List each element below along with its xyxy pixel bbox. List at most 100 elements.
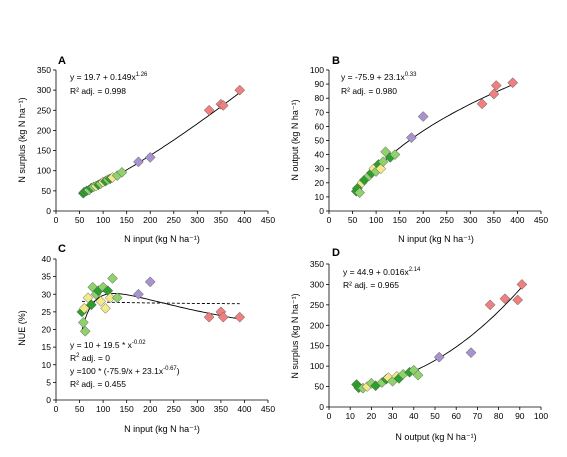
y-tick-label: 40 <box>315 150 325 160</box>
y-tick-label: 20 <box>315 178 325 188</box>
panel-d-points <box>351 279 528 394</box>
y-tick-label: 5 <box>46 377 51 387</box>
panel-a-letter: A <box>58 55 66 67</box>
y-tick-label: 80 <box>315 93 325 103</box>
y-tick-label: 0 <box>46 395 51 405</box>
data-point <box>203 104 215 116</box>
x-tick-label: 30 <box>388 411 398 421</box>
data-point <box>77 317 89 328</box>
y-tick-label: 300 <box>310 279 324 289</box>
panel-a-r2: R² adj. = 0.998 <box>70 86 126 96</box>
x-tick-label: 10 <box>345 411 355 421</box>
y-tick-label: 0 <box>319 206 324 216</box>
data-point <box>465 347 477 359</box>
data-point <box>389 149 401 160</box>
y-tick-label: 300 <box>37 85 51 95</box>
x-tick-label: 60 <box>451 411 461 421</box>
x-tick-label: 150 <box>120 215 134 225</box>
y-tick-label: 250 <box>310 300 324 310</box>
x-tick-label: 0 <box>327 215 332 225</box>
panel-b-xlabel: N input (kg N ha⁻¹) <box>398 234 474 244</box>
data-point <box>512 294 524 306</box>
data-point <box>406 132 417 144</box>
data-point <box>516 279 528 290</box>
x-tick-label: 450 <box>261 404 275 414</box>
data-point <box>203 311 215 323</box>
panel-d-ylabel: N surplus (kg N ha⁻¹) <box>290 293 300 378</box>
y-tick-label: 30 <box>42 289 52 299</box>
x-tick-label: 200 <box>143 215 157 225</box>
data-point <box>417 111 429 122</box>
y-tick-label: 0 <box>46 206 51 216</box>
data-point <box>85 299 97 311</box>
data-point <box>377 156 389 168</box>
data-point <box>79 325 91 337</box>
y-tick-label: 100 <box>310 65 324 75</box>
panel-c-equation-2: y =100 * (-75.9/x + 23.1x-0.67) <box>70 366 180 376</box>
panel-c-r2-2: R² adj. = 0.455 <box>70 379 126 389</box>
panel-a-equation: y = 19.7 + 0.149x1.26 <box>70 72 148 82</box>
panel-b-r2: R² adj. = 0.980 <box>341 86 397 96</box>
x-tick-label: 350 <box>214 215 228 225</box>
y-tick-label: 50 <box>315 136 325 146</box>
y-tick-label: 350 <box>310 259 324 269</box>
x-tick-label: 100 <box>534 411 548 421</box>
x-tick-label: 0 <box>54 215 59 225</box>
x-tick-label: 0 <box>327 411 332 421</box>
x-tick-label: 0 <box>54 404 59 414</box>
x-tick-label: 50 <box>430 411 440 421</box>
x-tick-label: 450 <box>261 215 275 225</box>
data-point <box>217 100 229 111</box>
x-tick-label: 100 <box>369 215 383 225</box>
panel-a: A 0 50 100 150 200 250 300 350 400 450 0 50 100 150 20… <box>17 55 275 244</box>
x-tick-label: 200 <box>143 404 157 414</box>
x-tick-label: 350 <box>487 215 501 225</box>
panel-b-fit-curve <box>355 84 513 194</box>
panel-a-ylabel: N surplus (kg N ha⁻¹) <box>17 97 27 182</box>
y-tick-label: 200 <box>37 125 51 135</box>
panel-d-fit-curve <box>356 286 523 388</box>
y-tick-label: 200 <box>310 320 324 330</box>
data-point <box>234 84 246 96</box>
data-point <box>484 299 496 311</box>
data-point <box>476 98 488 110</box>
data-point <box>133 288 144 300</box>
data-point <box>144 276 156 288</box>
panel-c-equation-1: y = 10 + 19.5 * x-0.02 <box>70 340 146 350</box>
panel-d-letter: D <box>332 247 340 259</box>
x-tick-label: 100 <box>96 404 110 414</box>
y-tick-label: 60 <box>315 121 325 131</box>
data-point <box>234 311 246 323</box>
x-tick-label: 300 <box>190 215 204 225</box>
x-tick-label: 100 <box>96 215 110 225</box>
y-tick-label: 15 <box>42 342 52 352</box>
y-tick-label: 350 <box>37 65 51 75</box>
panel-c-r2-1: R2 adj. = 0 <box>70 353 110 363</box>
x-tick-label: 400 <box>510 215 524 225</box>
data-point <box>111 292 123 304</box>
data-point <box>217 311 229 323</box>
panel-d-xlabel: N output (kg N ha⁻¹) <box>395 432 476 442</box>
data-point <box>107 273 118 284</box>
x-tick-label: 300 <box>190 404 204 414</box>
data-point <box>507 77 519 89</box>
x-tick-label: 250 <box>440 215 454 225</box>
x-tick-label: 50 <box>75 215 85 225</box>
fit-line <box>355 84 513 194</box>
data-point <box>133 156 144 168</box>
y-tick-label: 30 <box>315 164 325 174</box>
x-tick-label: 450 <box>534 215 548 225</box>
y-tick-label: 90 <box>315 79 325 89</box>
y-tick-label: 50 <box>42 186 52 196</box>
y-tick-label: 35 <box>42 272 52 282</box>
data-point <box>490 80 502 91</box>
panel-a-axes: 0 50 100 150 200 250 300 350 400 450 0 50 100 150 200 2… <box>37 65 276 225</box>
y-tick-label: 20 <box>42 325 52 335</box>
x-tick-label: 150 <box>393 215 407 225</box>
data-point <box>499 293 511 305</box>
panel-d-equation: y = 44.9 + 0.016x2.14 <box>343 267 421 277</box>
x-tick-label: 400 <box>237 404 251 414</box>
panel-d-r2: R² adj. = 0.965 <box>343 280 399 290</box>
panel-c-ylabel: NUE (%) <box>17 310 27 346</box>
